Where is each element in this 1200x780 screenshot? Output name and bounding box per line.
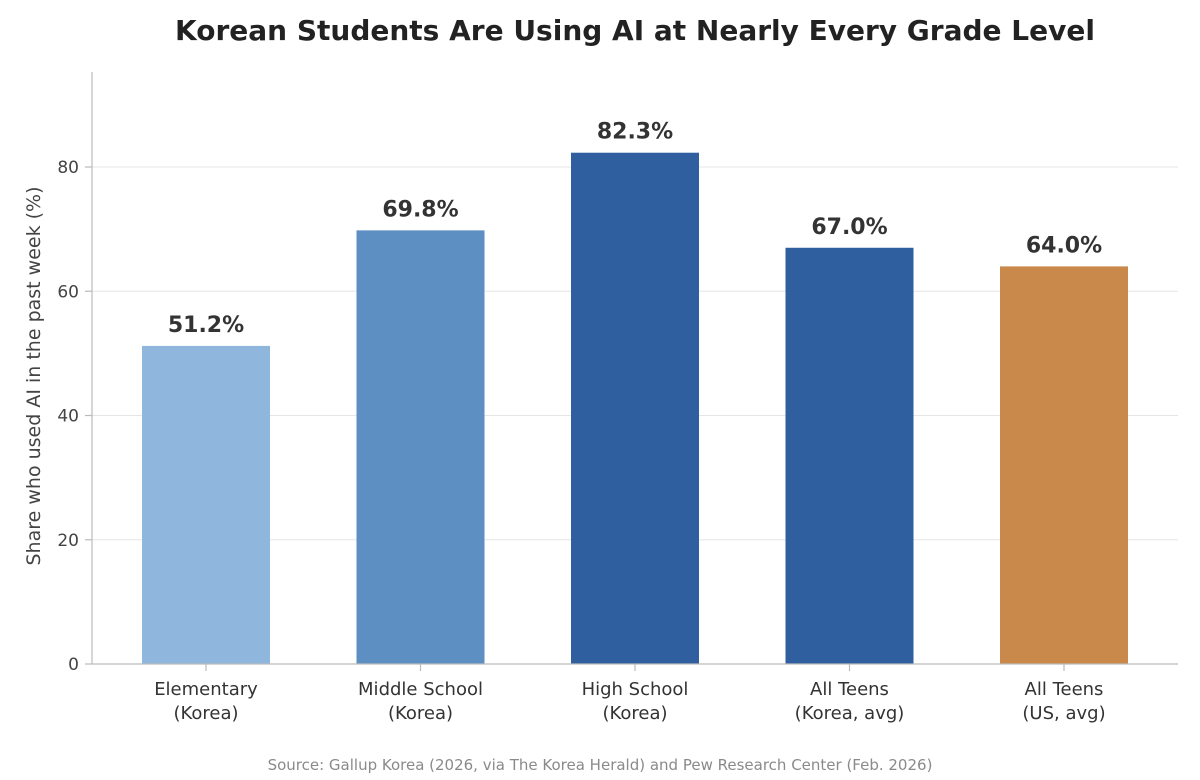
data-label: 64.0% bbox=[1026, 233, 1102, 258]
data-label: 82.3% bbox=[597, 120, 673, 145]
x-tick-label: Middle School bbox=[358, 679, 483, 700]
x-tick-label: (US, avg) bbox=[1022, 703, 1105, 724]
x-tick-label: (Korea) bbox=[602, 703, 667, 724]
y-axis-ticks: 0 20 40 60 80 bbox=[57, 158, 92, 675]
source-note: Source: Gallup Korea (2026, via The Kore… bbox=[267, 756, 933, 774]
y-tick-label: 40 bbox=[57, 407, 79, 427]
y-axis-title: Share who used AI in the past week (%) bbox=[23, 187, 45, 566]
y-tick-label: 60 bbox=[57, 282, 79, 302]
x-tick-label: (Korea) bbox=[388, 703, 453, 724]
y-tick-label: 80 bbox=[57, 158, 79, 178]
x-tick-label: All Teens bbox=[810, 679, 889, 700]
y-tick-label: 20 bbox=[57, 531, 79, 551]
data-label: 51.2% bbox=[168, 313, 244, 338]
data-label: 69.8% bbox=[382, 197, 458, 222]
y-tick-label: 0 bbox=[68, 655, 79, 675]
data-labels: 51.2% 69.8% 82.3% 67.0% 64.0% bbox=[168, 120, 1102, 338]
x-tick-label: (Korea, avg) bbox=[795, 703, 905, 724]
x-tick-label: Elementary bbox=[154, 679, 258, 700]
bar bbox=[571, 152, 699, 664]
x-tick-label: High School bbox=[582, 679, 689, 700]
data-label: 67.0% bbox=[811, 215, 887, 240]
bar bbox=[785, 247, 914, 664]
chart-title: Korean Students Are Using AI at Nearly E… bbox=[175, 14, 1095, 47]
x-tick-label: All Teens bbox=[1025, 679, 1104, 700]
bar bbox=[142, 345, 270, 664]
bars bbox=[142, 152, 1128, 664]
x-axis-ticks: Elementary (Korea) Middle School (Korea) Hig… bbox=[154, 664, 1106, 724]
bar bbox=[1000, 266, 1128, 664]
bar bbox=[356, 230, 485, 664]
x-tick-label: (Korea) bbox=[173, 703, 238, 724]
